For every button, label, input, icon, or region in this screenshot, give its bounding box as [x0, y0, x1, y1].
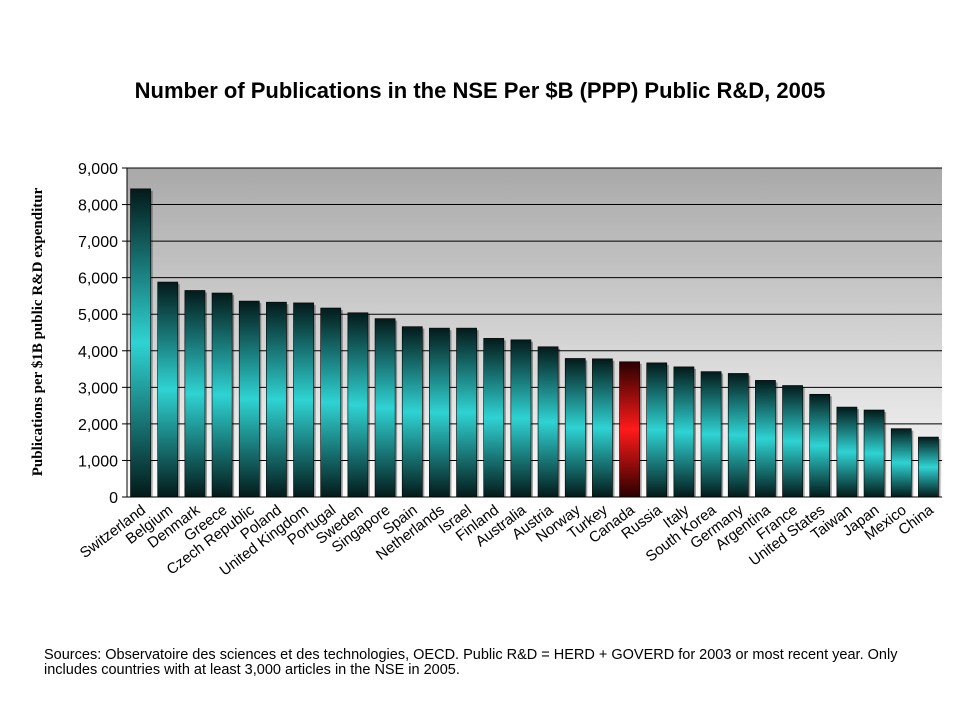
bar-israel	[456, 327, 477, 498]
y-tick-label: 4,000	[78, 344, 118, 361]
bar-italy	[673, 366, 695, 498]
plot-area	[127, 168, 942, 497]
bar-united-kingdom	[293, 302, 314, 498]
bar-belgium	[157, 281, 179, 498]
bar-norway	[564, 358, 586, 498]
bar-netherlands	[429, 327, 450, 498]
y-tick-label: 7,000	[78, 234, 118, 251]
bar-singapore	[374, 318, 396, 498]
bar-canada	[619, 361, 640, 498]
bar-denmark	[184, 290, 206, 498]
bar-russia	[646, 362, 668, 498]
bar-turkey	[592, 358, 613, 498]
bar-austria	[537, 346, 559, 498]
bar-spain	[401, 326, 423, 498]
bar-taiwan	[836, 406, 858, 498]
y-axis-title: Publications per $1B public R&D expendit…	[30, 187, 46, 476]
bars	[130, 188, 941, 498]
y-tick-label: 3,000	[78, 380, 118, 397]
bar-portugal	[320, 307, 342, 498]
chart-title: Number of Publications in the NSE Per $B…	[134, 78, 826, 103]
bar-france	[782, 385, 803, 498]
bar-germany	[727, 373, 749, 498]
bar-czech-republic	[238, 300, 260, 498]
bar-united-states	[809, 393, 831, 498]
bar-poland	[266, 301, 287, 498]
bar-south-korea	[700, 371, 722, 498]
bar-mexico	[890, 428, 912, 498]
bar-switzerland	[130, 188, 151, 498]
y-tick-label: 5,000	[78, 307, 118, 324]
y-tick-label: 1,000	[78, 453, 118, 470]
bar-japan	[863, 409, 885, 498]
gridlines	[127, 167, 942, 461]
y-tick-label: 8,000	[78, 198, 118, 215]
y-tick-label: 6,000	[78, 271, 118, 288]
bar-china	[918, 436, 939, 498]
bar-finland	[483, 338, 505, 498]
y-tick-label: 9,000	[78, 161, 118, 178]
sources-note: Sources: Observatoire des sciences et de…	[44, 647, 898, 678]
bar-sweden	[347, 312, 369, 498]
y-axis-ticks: 0 1,000 2,000 3,000 4,000 5,000 6,000 7,000 8,00…	[78, 161, 127, 507]
bar-australia	[510, 339, 532, 498]
bar-argentina	[755, 380, 776, 498]
bar-greece	[211, 292, 233, 498]
y-tick-label: 0	[109, 490, 118, 507]
y-tick-label: 2,000	[78, 417, 118, 434]
